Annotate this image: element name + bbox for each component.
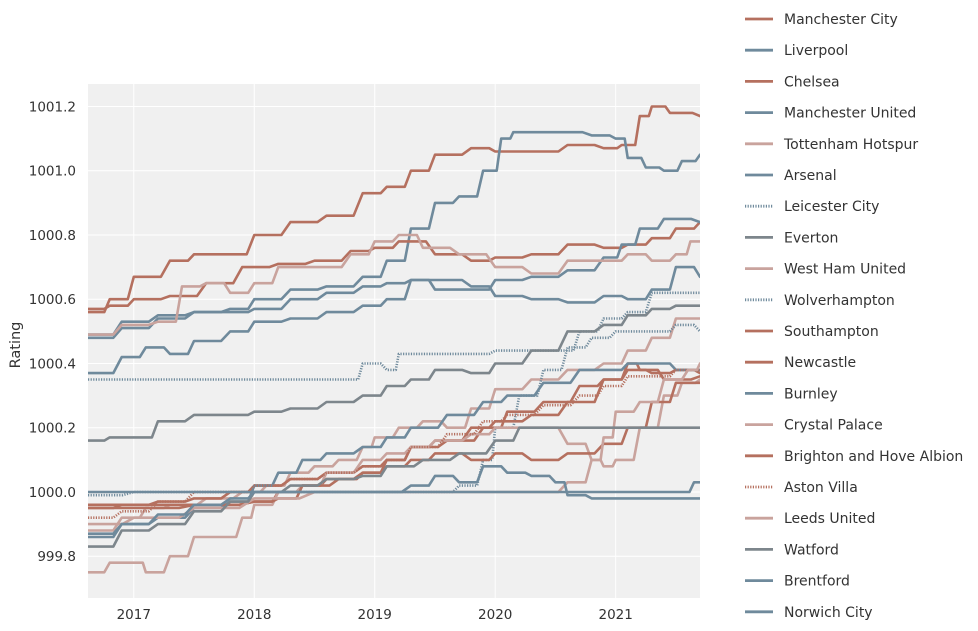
legend-label: Wolverhampton [784, 293, 895, 309]
legend-label: Leeds United [784, 511, 875, 527]
legend-label: Aston Villa [784, 480, 858, 496]
legend-item-southampton: Southampton [745, 324, 879, 340]
legend-label: Arsenal [784, 168, 837, 184]
legend-label: West Ham United [784, 262, 906, 278]
legend-item-leeds-united: Leeds United [745, 511, 875, 527]
legend-item-brighton-and-hove-albion: Brighton and Hove Albion [745, 449, 963, 465]
x-tick-label: 2018 [237, 607, 271, 623]
y-axis-title: Rating [8, 322, 24, 369]
legend-item-everton: Everton [745, 230, 838, 246]
legend-label: Crystal Palace [784, 418, 883, 434]
legend-item-arsenal: Arsenal [745, 168, 837, 184]
legend-label: Manchester United [784, 106, 916, 122]
legend-item-norwich-city: Norwich City [745, 605, 873, 621]
y-tick-label: 1000.8 [29, 228, 76, 244]
series-line-arsenal [88, 265, 700, 375]
legend-item-burnley: Burnley [745, 386, 838, 402]
legend-label: Everton [784, 230, 838, 246]
legend-item-chelsea: Chelsea [745, 74, 840, 90]
series-line-brentford [88, 481, 700, 494]
series-layer [88, 105, 700, 574]
series-line-watford [88, 426, 700, 548]
legend-item-west-ham-united: West Ham United [745, 262, 906, 278]
y-tick-label: 1000.6 [29, 292, 76, 308]
legend-item-manchester-united: Manchester United [745, 106, 916, 122]
legend-item-watford: Watford [745, 542, 839, 558]
legend-label: Chelsea [784, 74, 840, 90]
y-tick-label: 1000.0 [29, 485, 76, 501]
legend-label: Brighton and Hove Albion [784, 449, 963, 465]
y-tick-label: 1000.2 [29, 421, 76, 437]
legend-label: Watford [784, 542, 839, 558]
legend-label: Norwich City [784, 605, 873, 621]
series-line-chelsea [88, 220, 700, 311]
plot-area [88, 84, 700, 598]
legend-item-wolverhampton: Wolverhampton [745, 293, 895, 309]
legend-label: Manchester City [784, 12, 898, 28]
legend-label: Liverpool [784, 43, 848, 59]
x-tick-label: 2020 [478, 607, 512, 623]
legend-item-newcastle: Newcastle [745, 355, 856, 371]
x-axis: 2017 2018 2019 2020 2021 [117, 607, 633, 623]
legend-item-leicester-city: Leicester City [745, 199, 879, 215]
legend-label: Brentford [784, 574, 850, 590]
x-tick-label: 2017 [117, 607, 151, 623]
y-tick-label: 1001.2 [29, 99, 76, 115]
legend-item-tottenham-hotspur: Tottenham Hotspur [745, 137, 918, 153]
series-line-leicester-city [88, 291, 700, 381]
y-axis: 999.8 1000.0 1000.2 1000.4 1000.6 1000.8 1001.… [29, 99, 76, 565]
y-tick-label: 1001.0 [29, 164, 76, 180]
x-tick-label: 2019 [358, 607, 392, 623]
y-tick-label: 999.8 [37, 549, 76, 565]
x-tick-label: 2021 [598, 607, 632, 623]
legend-item-manchester-city: Manchester City [745, 12, 898, 28]
series-line-crystal-palace [88, 378, 700, 574]
y-tick-label: 1000.4 [29, 356, 76, 372]
series-line-liverpool [88, 130, 700, 336]
legend-label: Burnley [784, 386, 838, 402]
legend-label: Newcastle [784, 355, 856, 371]
legend-label: Southampton [784, 324, 879, 340]
series-line-norwich-city [88, 465, 700, 539]
legend-label: Leicester City [784, 199, 879, 215]
legend-label: Tottenham Hotspur [783, 137, 918, 153]
legend: Manchester City Liverpool Chelsea Mancheste… [745, 12, 963, 621]
series-line-everton [88, 304, 700, 442]
legend-item-liverpool: Liverpool [745, 43, 848, 59]
legend-item-crystal-palace: Crystal Palace [745, 418, 883, 434]
series-line-tottenham-hotspur [88, 233, 700, 336]
series-line-manchester-city [88, 105, 700, 314]
legend-item-brentford: Brentford [745, 574, 850, 590]
legend-item-aston-villa: Aston Villa [745, 480, 858, 496]
